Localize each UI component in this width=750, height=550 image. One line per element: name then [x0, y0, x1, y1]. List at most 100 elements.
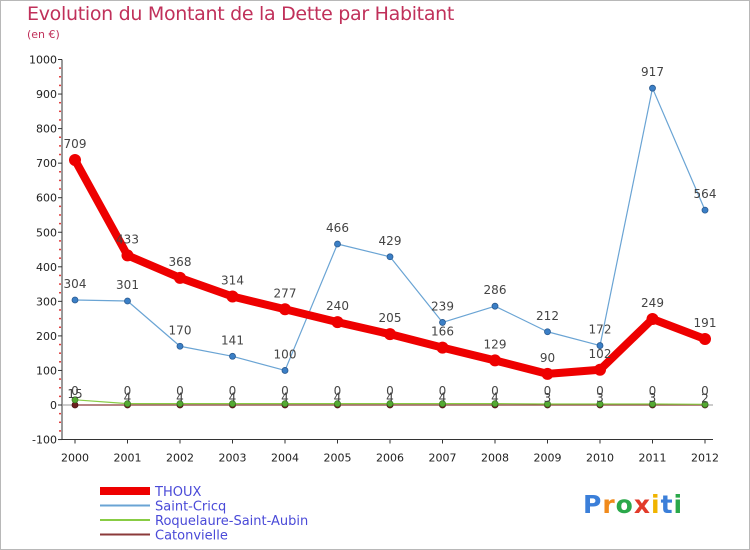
- x-tick-label: 2001: [114, 452, 142, 465]
- proxiti-logo: Proxiti: [583, 490, 683, 519]
- data-label: 205: [379, 311, 402, 325]
- data-label: 240: [326, 299, 349, 313]
- logo-letter: i: [651, 490, 661, 519]
- data-point: [124, 297, 131, 305]
- data-point: [544, 400, 551, 408]
- y-tick-label: 400: [36, 261, 57, 274]
- data-label: 466: [326, 221, 349, 235]
- y-tick-label: 300: [36, 295, 57, 308]
- data-label: 166: [431, 325, 454, 339]
- data-label: 212: [536, 309, 559, 323]
- data-label: 2: [701, 391, 709, 405]
- data-point: [384, 328, 396, 341]
- data-label: 0: [124, 384, 132, 398]
- y-tick-label: 600: [36, 192, 57, 205]
- data-label: 4: [281, 391, 289, 405]
- data-label: 0: [439, 384, 447, 398]
- data-point: [71, 296, 79, 304]
- logo-letter: r: [602, 490, 616, 519]
- y-tick-label: -100: [32, 434, 57, 447]
- data-point: [229, 400, 236, 408]
- y-tick-label: 1000: [29, 54, 57, 67]
- data-label: 0: [176, 384, 184, 398]
- data-point: [69, 154, 81, 167]
- data-label: 100: [274, 347, 297, 361]
- x-tick-label: 2011: [639, 452, 667, 465]
- data-label: 191: [694, 316, 717, 330]
- data-label: 4: [334, 391, 342, 405]
- data-point: [386, 400, 394, 408]
- data-label: 368: [169, 255, 192, 269]
- data-label: 141: [221, 333, 244, 347]
- data-point: [124, 400, 131, 408]
- x-tick-label: 2002: [166, 452, 194, 465]
- x-tick-label: 2012: [691, 452, 719, 465]
- data-point: [436, 341, 449, 354]
- data-point: [121, 249, 134, 262]
- data-label: 277: [274, 286, 297, 300]
- y-tick-label: 700: [36, 157, 57, 170]
- data-point: [491, 302, 499, 310]
- data-point: [701, 206, 709, 214]
- x-tick-label: 2004: [271, 452, 299, 465]
- data-label: 0: [281, 384, 289, 398]
- data-label: 433: [116, 232, 139, 246]
- data-point: [334, 400, 341, 408]
- data-label: 0: [334, 384, 342, 398]
- logo-letter: o: [615, 490, 634, 519]
- data-point: [649, 84, 656, 92]
- data-point: [701, 400, 709, 408]
- y-tick-label: 0: [50, 399, 57, 412]
- logo-letter: t: [660, 490, 674, 519]
- data-point: [439, 400, 446, 408]
- data-label: 249: [641, 296, 664, 310]
- data-point: [596, 342, 604, 349]
- data-point: [281, 400, 289, 408]
- legend-entry-label: Roquelaure-Saint-Aubin: [155, 514, 308, 529]
- data-label: 90: [540, 351, 555, 365]
- data-label: 0: [491, 384, 499, 398]
- data-point: [176, 342, 184, 350]
- data-point: [439, 319, 446, 326]
- data-label: 3: [649, 391, 657, 405]
- y-tick-label: 100: [36, 364, 57, 377]
- data-label: 0: [596, 384, 604, 398]
- data-label: 0: [386, 384, 394, 398]
- data-point: [226, 290, 239, 303]
- data-point: [594, 363, 606, 376]
- data-point: [596, 400, 604, 408]
- data-label: 0: [229, 384, 237, 398]
- data-point: [229, 352, 236, 360]
- data-label: 3: [544, 391, 552, 405]
- data-label: 286: [484, 283, 507, 297]
- data-point: [176, 400, 184, 408]
- data-label: 4: [491, 391, 499, 405]
- data-point: [541, 367, 554, 380]
- data-point: [331, 316, 344, 329]
- y-tick-label: 500: [36, 226, 57, 239]
- chart-unit-subtitle: (en €): [27, 28, 60, 41]
- data-label: 0: [701, 384, 709, 398]
- data-label: 4: [386, 391, 394, 405]
- data-point: [491, 400, 499, 408]
- legend-entry-label: Saint-Cricq: [155, 500, 226, 515]
- data-label: 0: [71, 384, 79, 398]
- data-label: 0: [649, 384, 657, 398]
- logo-letter: P: [583, 490, 603, 519]
- data-point: [386, 253, 394, 261]
- data-label: 429: [379, 234, 402, 248]
- legend-entry-label: Catonvielle: [155, 529, 228, 544]
- data-point: [699, 333, 711, 346]
- data-label: 4: [176, 391, 184, 405]
- data-label: 4: [229, 391, 237, 405]
- data-label: 304: [64, 277, 87, 291]
- data-point: [279, 303, 291, 316]
- data-point: [334, 240, 341, 248]
- x-tick-label: 2010: [586, 452, 614, 465]
- data-label: 4: [439, 391, 447, 405]
- data-label: 709: [64, 137, 87, 151]
- data-label: 0: [544, 384, 552, 398]
- x-tick-label: 2009: [534, 452, 562, 465]
- y-tick-label: 200: [36, 330, 57, 343]
